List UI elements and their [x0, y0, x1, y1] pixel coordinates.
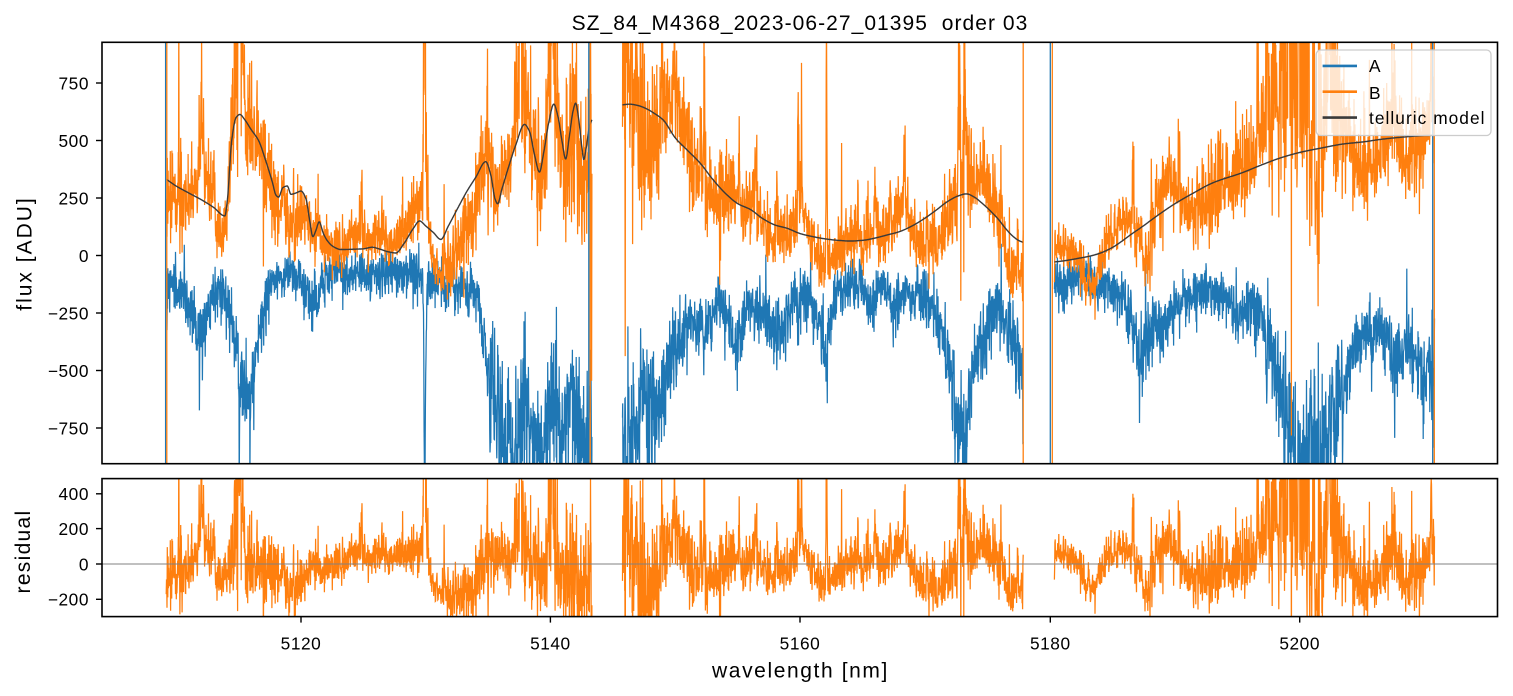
svg-text:500: 500	[59, 131, 89, 151]
svg-text:0: 0	[79, 554, 89, 574]
svg-text:5120: 5120	[281, 634, 322, 654]
svg-text:400: 400	[59, 484, 89, 504]
svg-text:flux [ADU]: flux [ADU]	[14, 196, 37, 311]
svg-text:0: 0	[79, 246, 89, 266]
svg-text:telluric model: telluric model	[1369, 108, 1486, 128]
svg-text:−250: −250	[48, 303, 89, 323]
svg-text:residual: residual	[12, 510, 35, 594]
svg-text:−750: −750	[48, 418, 89, 438]
svg-text:200: 200	[59, 519, 89, 539]
svg-text:SZ_84_M4368_2023-06-27_01395: SZ_84_M4368_2023-06-27_01395 order 03	[572, 12, 1029, 35]
svg-text:5180: 5180	[1030, 634, 1071, 654]
svg-text:750: 750	[59, 73, 89, 93]
svg-text:B: B	[1369, 83, 1382, 103]
svg-text:A: A	[1369, 56, 1382, 76]
svg-text:wavelength [nm]: wavelength [nm]	[711, 659, 889, 682]
svg-text:5160: 5160	[780, 634, 821, 654]
svg-text:250: 250	[59, 188, 89, 208]
svg-text:−200: −200	[48, 590, 89, 610]
svg-text:−500: −500	[48, 361, 89, 381]
svg-text:5140: 5140	[530, 634, 571, 654]
svg-text:5200: 5200	[1279, 634, 1320, 654]
